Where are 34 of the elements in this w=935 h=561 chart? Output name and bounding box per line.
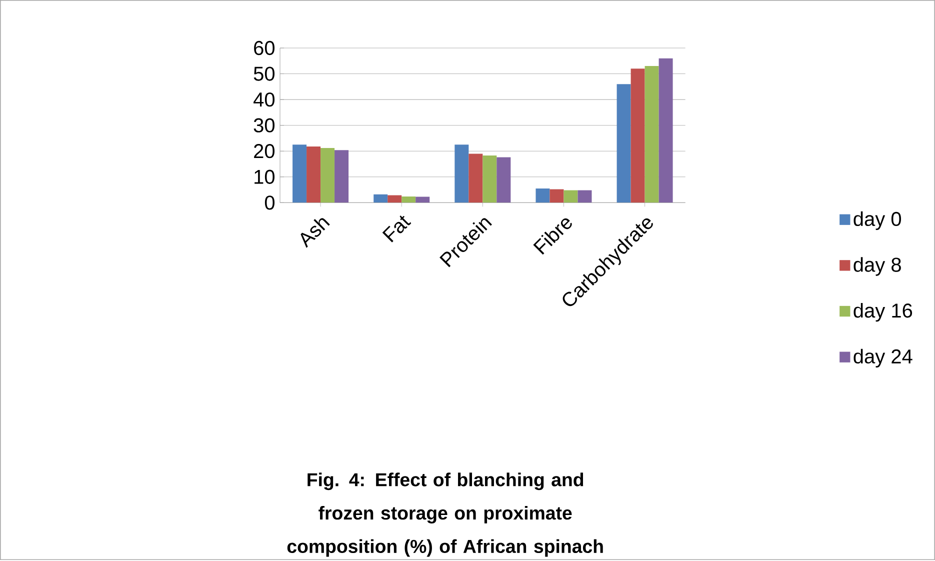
bar [616, 84, 631, 203]
text: Fig. 4: Effect of blanching and frozen storage on proximate composition (%) of African spinach [287, 472, 603, 557]
legend-label: day 24 [854, 348, 912, 368]
bar [416, 196, 430, 203]
x-tick-label: Ash [300, 218, 330, 248]
y-tick-label: 0 [264, 196, 275, 210]
bar [630, 68, 645, 203]
bar [454, 144, 469, 203]
bar [388, 195, 402, 203]
y-tick-label: 50 [254, 66, 274, 81]
bar [564, 190, 578, 203]
legend-label: day 8 [854, 257, 901, 276]
bar [468, 154, 483, 203]
bar [402, 196, 416, 203]
y-tick-label: 20 [254, 144, 274, 158]
y-tick-label: 60 [254, 40, 274, 56]
bar [482, 155, 497, 203]
legend-label: day 0 [854, 211, 902, 230]
bar [334, 150, 349, 203]
y-tick-label: 40 [254, 92, 274, 107]
bar [578, 190, 592, 203]
legend-label: day 16 [854, 302, 912, 322]
bar [658, 58, 673, 203]
y-tick-label: 10 [254, 170, 274, 184]
bar [292, 144, 307, 203]
bar [496, 157, 511, 203]
bar [374, 194, 388, 203]
x-tick-label: Fat [382, 215, 412, 242]
bar [536, 188, 550, 203]
bar [644, 66, 659, 203]
bar [306, 146, 321, 203]
bar [550, 189, 564, 203]
bar [320, 148, 335, 203]
y-tick-label: 30 [254, 118, 274, 132]
